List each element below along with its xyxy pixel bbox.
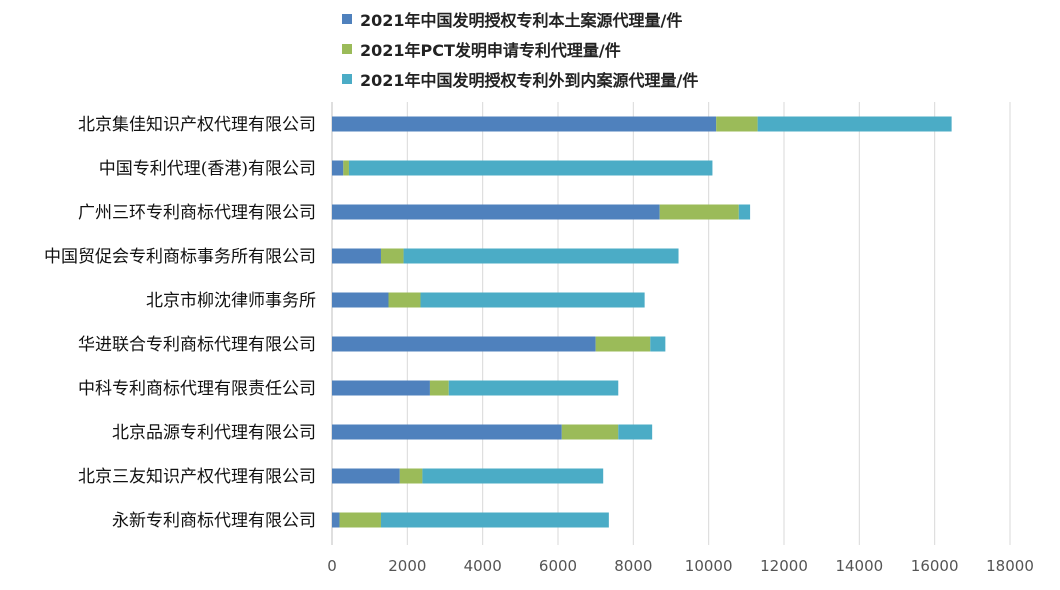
bar-segment-series-0: [332, 336, 596, 352]
bar-segment-series-0: [332, 424, 562, 440]
x-tick-label: 6000: [539, 557, 577, 575]
x-tick-label: 12000: [760, 557, 808, 575]
x-tick-label: 10000: [685, 557, 733, 575]
bar-segment-series-1: [380, 248, 404, 264]
category-label: 永新专利商标代理有限公司: [112, 511, 316, 531]
x-tick-label: 4000: [464, 557, 502, 575]
bar-segment-series-2: [422, 468, 604, 484]
x-tick-label: 8000: [614, 557, 652, 575]
category-label: 北京集佳知识产权代理有限公司: [78, 115, 316, 135]
bar-segment-series-0: [332, 160, 344, 176]
bar-segment-series-0: [332, 116, 717, 132]
bar-segment-series-1: [399, 468, 423, 484]
bar-segment-series-1: [343, 160, 349, 176]
tick-labels: 0 2000 4000 6000 8000 10000 12000 14000 16000 180…: [327, 557, 1034, 575]
x-tick-label: 18000: [986, 557, 1034, 575]
category-label: 北京市柳沈律师事务所: [146, 291, 316, 311]
bar-segment-series-2: [618, 424, 653, 440]
category-label: 华进联合专利商标代理有限公司: [78, 335, 316, 355]
x-tick-label: 0: [327, 557, 337, 575]
bar-segment-series-2: [348, 160, 713, 176]
legend-item: 2021年中国发明授权专利本土案源代理量/件: [342, 4, 698, 34]
bar-segment-series-2: [738, 204, 751, 220]
bar-segment-series-1: [388, 292, 421, 308]
bars: [332, 116, 952, 528]
legend-label-pct: 2021年PCT发明申请专利代理量/件: [360, 41, 621, 60]
category-label: 北京三友知识产权代理有限公司: [78, 467, 316, 487]
legend-swatch-domestic: [342, 14, 352, 24]
category-label: 中国专利代理(香港)有限公司: [99, 159, 316, 179]
legend-label-foreign: 2021年中国发明授权专利外到内案源代理量/件: [360, 71, 699, 90]
bar-segment-series-2: [380, 512, 609, 528]
bar-segment-series-2: [448, 380, 619, 396]
bar-segment-series-2: [757, 116, 952, 132]
bar-segment-series-2: [420, 292, 645, 308]
x-tick-label: 14000: [835, 557, 883, 575]
bar-segment-series-2: [650, 336, 666, 352]
legend: 2021年中国发明授权专利本土案源代理量/件 2021年PCT发明申请专利代理量…: [342, 4, 698, 94]
legend-swatch-foreign: [342, 74, 352, 84]
legend-item: 2021年中国发明授权专利外到内案源代理量/件: [342, 64, 698, 94]
category-labels: 北京集佳知识产权代理有限公司中国专利代理(香港)有限公司广州三环专利商标代理有限…: [44, 115, 316, 531]
bar-segment-series-1: [561, 424, 619, 440]
bar-segment-series-1: [716, 116, 758, 132]
bar-segment-series-0: [332, 248, 381, 264]
x-tick-label: 16000: [911, 557, 959, 575]
bar-segment-series-2: [403, 248, 679, 264]
bar-segment-series-0: [332, 380, 430, 396]
gridlines: [331, 102, 1011, 545]
bar-segment-series-0: [332, 292, 389, 308]
bar-segment-series-1: [429, 380, 449, 396]
bar-segment-series-1: [595, 336, 651, 352]
legend-item: 2021年PCT发明申请专利代理量/件: [342, 34, 698, 64]
category-label: 中科专利商标代理有限责任公司: [78, 379, 316, 399]
category-label: 广州三环专利商标代理有限公司: [78, 203, 316, 223]
bar-segment-series-0: [332, 512, 340, 528]
legend-label-domestic: 2021年中国发明授权专利本土案源代理量/件: [360, 11, 683, 30]
legend-swatch-pct: [342, 44, 352, 54]
category-label: 中国贸促会专利商标事务所有限公司: [44, 247, 316, 267]
bar-segment-series-1: [339, 512, 381, 528]
bar-segment-series-0: [332, 468, 400, 484]
x-tick-label: 2000: [388, 557, 426, 575]
bar-segment-series-0: [332, 204, 660, 220]
bar-segment-series-1: [659, 204, 739, 220]
category-label: 北京品源专利代理有限公司: [112, 423, 316, 443]
